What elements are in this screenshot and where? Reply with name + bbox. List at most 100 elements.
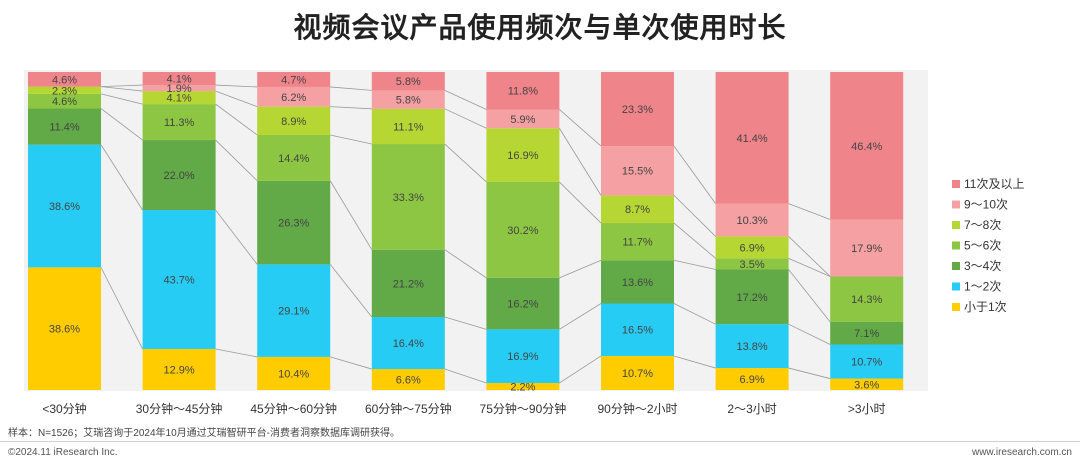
connector-line [788,257,831,277]
bars-group [28,72,904,390]
data-label: 14.4% [278,153,309,165]
bar-segment [257,264,331,357]
bar-segment [142,104,216,141]
connector-line [100,84,143,88]
bar-segment [257,106,331,135]
data-label: 16.9% [507,150,538,162]
data-label: 22.0% [163,170,194,182]
connector-line [673,222,716,259]
connector-line [559,355,602,384]
bar-segment [830,344,904,379]
connector-line [330,86,372,91]
bar-segment [830,276,904,322]
data-label: 11.3% [164,117,195,129]
bar-segment [601,146,674,196]
data-label: 6.2% [281,92,306,104]
legend-swatch [952,180,960,188]
legend-swatch [952,282,960,291]
connector-line [444,143,487,183]
bar-segment [486,128,560,182]
data-label: 41.4% [736,133,767,145]
data-label: 4.1% [167,74,192,86]
connector-line [559,259,602,279]
connector-line [330,134,372,145]
bar-segment [830,378,904,390]
bar-segment [486,329,560,384]
connector-line [673,145,716,204]
data-label: 15.5% [622,166,653,178]
bar-segment [486,72,560,110]
data-label: 7.1% [854,328,879,340]
connector-lines-group [100,84,831,384]
bar-segment [142,85,216,92]
data-label: 11.4% [49,122,80,134]
bar-segment [715,258,789,270]
legend-label: 小于1次 [964,300,1007,314]
legend-label: 5～6次 [964,239,1001,253]
data-label: 26.3% [278,218,309,230]
data-label: 17.9% [851,243,882,255]
legend-swatch [952,200,960,209]
bar-segment [486,181,560,278]
legend-label: 9～10次 [964,198,1008,212]
data-label: 2.2% [510,382,535,394]
data-label: 30.2% [507,225,538,237]
x-tick-label: 90分钟～2小时 [597,401,677,416]
connector-line [788,323,831,345]
data-label: 6.9% [740,242,765,254]
data-label: 1.9% [167,83,192,95]
legend-swatch [952,221,960,229]
bar-segment [715,236,789,259]
bar-segment [28,93,101,109]
bar-segment [715,269,789,325]
bar-segment [830,72,904,220]
bar-segment [715,72,789,204]
connector-line [788,269,831,323]
data-label: 43.7% [163,274,194,286]
data-label: 10.3% [736,215,767,227]
connector-line [329,180,373,250]
connector-line [215,103,258,136]
connector-line [100,86,143,92]
bar-segment [28,72,101,87]
connector-line [559,181,602,224]
data-label: 11.1% [393,121,424,133]
data-label: 38.6% [49,201,80,213]
connector-line [788,236,831,277]
data-label: 16.5% [622,325,653,337]
bar-segment [601,195,674,224]
connector-line [444,90,487,110]
bar-segment [601,260,674,304]
legend-swatch [952,262,960,270]
x-tick-label: >3小时 [848,402,886,416]
bar-segment [257,180,331,265]
connector-line [215,139,258,182]
bar-segment [142,72,216,86]
bar-segment [486,383,560,390]
connector-line [559,303,602,330]
bar-segment [257,72,331,87]
data-labels-group: 38.6% 38.6% 11.4% 4.6%2.3%4.6% 12.9% 43.7% 22.… [49,74,883,394]
connector-line [215,84,258,88]
connector-line [559,109,602,147]
bar-segment [830,219,904,277]
bar-segment [371,108,445,145]
x-tick-label: 30分钟～45分钟 [136,401,223,416]
connector-line [673,259,716,270]
connector-line [215,209,258,265]
data-label: 10.4% [278,368,309,380]
stacked-bar-chart: 38.6% 38.6% 11.4% 4.6%2.3%4.6% 12.9% 43.7% 22.… [24,70,1024,416]
bar-segment [28,267,101,390]
data-label: 17.2% [736,292,767,304]
bar-segment [371,72,445,91]
connector-line [444,108,487,129]
data-label: 6.6% [396,375,421,387]
x-tick-labels-group: <30分钟 30分钟～45分钟 45分钟～60分钟 60分钟～75分钟 75分钟～90分… [42,401,885,416]
x-tick-label: 75分钟～90分钟 [480,401,567,416]
data-label: 13.6% [622,277,653,289]
connector-line [215,90,258,108]
bar-segment [715,324,789,369]
x-tick-label: <30分钟 [42,401,86,416]
data-label: 3.6% [854,379,879,391]
bar-segment [142,348,216,390]
